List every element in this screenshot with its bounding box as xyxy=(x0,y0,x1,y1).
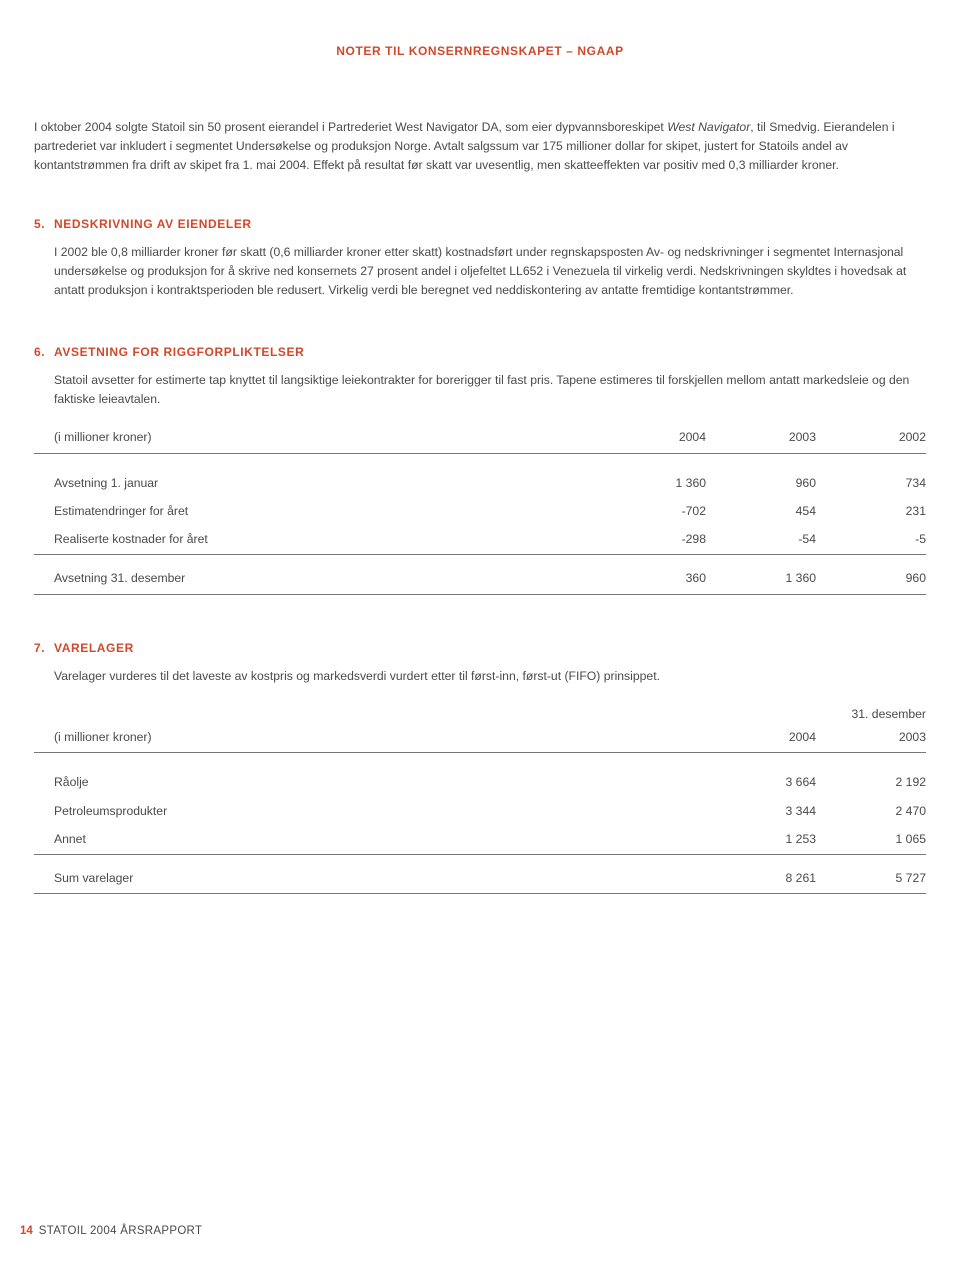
note-7-table: 31. desember (i millioner kroner) 2004 2… xyxy=(34,700,926,895)
cell: 3 344 xyxy=(706,797,816,825)
note-5-title: NEDSKRIVNING AV EIENDELER xyxy=(54,217,252,231)
cell: 960 xyxy=(706,453,816,497)
row-label: Estimatendringer for året xyxy=(34,497,596,525)
note-6-number: 6. xyxy=(34,343,54,361)
intro-paragraph: I oktober 2004 solgte Statoil sin 50 pro… xyxy=(34,118,926,175)
cell: 360 xyxy=(596,555,706,594)
row-label: Annet xyxy=(34,825,706,855)
col-2003: 2003 xyxy=(816,723,926,753)
row-label: Petroleumsprodukter xyxy=(34,797,706,825)
note-5-number: 5. xyxy=(34,215,54,233)
cell: 1 065 xyxy=(816,825,926,855)
cell: 1 253 xyxy=(706,825,816,855)
cell: 734 xyxy=(816,453,926,497)
col-2004: 2004 xyxy=(706,723,816,753)
table-row: Avsetning 1. januar 1 360 960 734 xyxy=(34,453,926,497)
cell: 960 xyxy=(816,555,926,594)
cell: 5 727 xyxy=(816,855,926,894)
total-label: Sum varelager xyxy=(34,855,706,894)
note-7: 7.VARELAGER Varelager vurderes til det l… xyxy=(34,639,926,895)
table-total-row: Avsetning 31. desember 360 1 360 960 xyxy=(34,555,926,594)
row-label: Råolje xyxy=(34,753,706,797)
note-7-number: 7. xyxy=(34,639,54,657)
table-total-row: Sum varelager 8 261 5 727 xyxy=(34,855,926,894)
table-unit-label: (i millioner kroner) xyxy=(34,723,706,753)
page-footer: 14 STATOIL 2004 ÅRSRAPPORT xyxy=(20,1223,202,1240)
col-2004: 2004 xyxy=(596,423,706,453)
page-number: 14 xyxy=(20,1225,33,1237)
cell: 231 xyxy=(816,497,926,525)
footer-text: STATOIL 2004 ÅRSRAPPORT xyxy=(39,1225,203,1237)
note-6-heading: 6.AVSETNING FOR RIGGFORPLIKTELSER xyxy=(34,343,926,361)
intro-text-pre: I oktober 2004 solgte Statoil sin 50 pro… xyxy=(34,120,667,134)
col-2002: 2002 xyxy=(816,423,926,453)
row-label: Avsetning 1. januar xyxy=(34,453,596,497)
note-7-heading: 7.VARELAGER xyxy=(34,639,926,657)
cell: -5 xyxy=(816,525,926,555)
row-label: Realiserte kostnader for året xyxy=(34,525,596,555)
table-row: Realiserte kostnader for året -298 -54 -… xyxy=(34,525,926,555)
page-header: NOTER TIL KONSERNREGNSKAPET – NGAAP xyxy=(34,42,926,60)
note-5: 5.NEDSKRIVNING AV EIENDELER I 2002 ble 0… xyxy=(34,215,926,300)
note-5-heading: 5.NEDSKRIVNING AV EIENDELER xyxy=(34,215,926,233)
cell: -298 xyxy=(596,525,706,555)
table-row: Estimatendringer for året -702 454 231 xyxy=(34,497,926,525)
cell: 2 192 xyxy=(816,753,926,797)
note-7-text: Varelager vurderes til det laveste av ko… xyxy=(54,667,926,686)
note-6: 6.AVSETNING FOR RIGGFORPLIKTELSER Statoi… xyxy=(34,343,926,594)
intro-italic: West Navigator xyxy=(667,120,750,134)
cell: 454 xyxy=(706,497,816,525)
cell: 2 470 xyxy=(816,797,926,825)
col-2003: 2003 xyxy=(706,423,816,453)
table-superheader-row: 31. desember xyxy=(34,700,926,723)
cell: 3 664 xyxy=(706,753,816,797)
table-row: Annet 1 253 1 065 xyxy=(34,825,926,855)
cell: 8 261 xyxy=(706,855,816,894)
note-7-title: VARELAGER xyxy=(54,641,134,655)
note-6-table: (i millioner kroner) 2004 2003 2002 Avse… xyxy=(34,423,926,594)
cell: -702 xyxy=(596,497,706,525)
note-6-text: Statoil avsetter for estimerte tap knytt… xyxy=(54,371,926,409)
super-header: 31. desember xyxy=(706,700,926,723)
table-unit-label: (i millioner kroner) xyxy=(34,423,596,453)
cell: 1 360 xyxy=(596,453,706,497)
cell: 1 360 xyxy=(706,555,816,594)
cell: -54 xyxy=(706,525,816,555)
table-row: Råolje 3 664 2 192 xyxy=(34,753,926,797)
note-5-text: I 2002 ble 0,8 milliarder kroner før ska… xyxy=(54,243,926,300)
total-label: Avsetning 31. desember xyxy=(34,555,596,594)
table-header-row: (i millioner kroner) 2004 2003 2002 xyxy=(34,423,926,453)
note-6-title: AVSETNING FOR RIGGFORPLIKTELSER xyxy=(54,345,304,359)
table-row: Petroleumsprodukter 3 344 2 470 xyxy=(34,797,926,825)
table-header-row: (i millioner kroner) 2004 2003 xyxy=(34,723,926,753)
